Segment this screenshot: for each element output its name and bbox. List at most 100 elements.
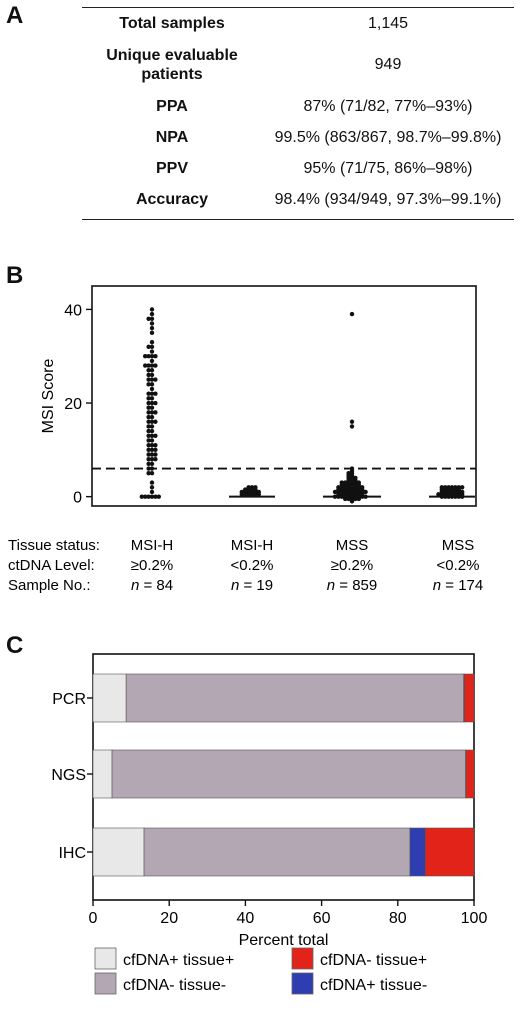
data-point: [146, 344, 151, 350]
legend-swatch: [291, 947, 314, 970]
msi-score-scatter-chart: 0 20 40 MSI Score Tissue status: ctDNA Level:…: [8, 285, 483, 594]
data-point: [146, 363, 151, 368]
data-point: [149, 396, 155, 401]
data-point: [356, 496, 361, 502]
table-row-key: NPA: [155, 129, 189, 146]
table-row-value: 98.4% (934/949, 97.3%–99.1%): [274, 190, 502, 208]
data-point: [149, 368, 155, 373]
group-sample-count: n = 19: [231, 577, 273, 594]
data-point: [149, 428, 155, 434]
data-point: [349, 311, 355, 317]
y-tick-label: 40: [64, 302, 82, 319]
data-point: [149, 442, 155, 448]
table-row: Unique evaluable patients 949: [82, 39, 514, 91]
data-point: [149, 485, 155, 490]
panel-b-label: B: [6, 262, 24, 289]
data-point: [153, 452, 158, 457]
data-point: [153, 442, 158, 448]
legend-swatch: [94, 972, 117, 995]
bar-segment: [409, 827, 426, 877]
panel-a-label: A: [6, 2, 24, 29]
data-point: [149, 447, 155, 453]
sample-n-symbol: n: [433, 577, 441, 594]
group-sample-count: n = 84: [131, 577, 173, 594]
data-point: [149, 325, 155, 331]
data-point: [146, 424, 151, 429]
data-point: [146, 428, 151, 434]
group-level-label: <0.2%: [437, 557, 480, 574]
data-point: [146, 372, 151, 378]
data-point: [146, 382, 151, 387]
results-table: Total samples 1,145 Unique evaluable patie…: [82, 8, 514, 215]
data-point: [149, 377, 155, 382]
bar-segment: [464, 673, 475, 723]
table-row: Total samples 1,145: [82, 8, 514, 39]
sample-n-symbol: n: [231, 577, 239, 594]
x-tick-label: 100: [461, 910, 488, 927]
data-point: [149, 316, 155, 321]
bar-segment: [143, 827, 411, 877]
x-axis-label: Percent total: [239, 932, 329, 949]
bar-segment: [465, 749, 475, 799]
legend-item: cfDNA- tissue-: [94, 972, 226, 995]
category-label: PCR: [52, 691, 86, 708]
x-tick-label: 40: [237, 910, 255, 927]
data-point: [146, 368, 151, 373]
sample-n-symbol: n: [327, 577, 335, 594]
table-row-value: 949: [374, 56, 402, 73]
data-point: [146, 433, 151, 438]
table-row-value: 95% (71/75, 86%–98%): [303, 159, 473, 177]
bar-segment: [125, 673, 465, 723]
data-point: [153, 419, 158, 424]
data-point: [153, 494, 158, 499]
x-tick-label: 80: [389, 910, 407, 927]
data-point: [149, 311, 155, 317]
data-point: [143, 363, 148, 368]
data-point: [149, 494, 155, 499]
data-point: [249, 492, 255, 497]
table-row-key: Unique evaluable patients: [106, 47, 238, 83]
legend-label: cfDNA- tissue-: [123, 977, 226, 994]
plot-frame: [91, 285, 477, 507]
data-point: [153, 410, 158, 415]
data-point: [149, 386, 155, 392]
group-level-label: ≥0.2%: [331, 557, 373, 574]
data-point: [146, 447, 151, 453]
data-point: [146, 410, 151, 415]
sample-n-value: = 84: [139, 577, 173, 594]
group-tissue-label: MSS: [336, 537, 369, 554]
legend-label: cfDNA+ tissue+: [123, 952, 234, 969]
data-point: [146, 391, 151, 396]
data-point: [146, 466, 151, 471]
data-point: [436, 492, 441, 497]
data-point: [153, 391, 158, 396]
data-point: [149, 410, 155, 415]
x-tick-label: 20: [160, 910, 178, 927]
data-point: [349, 419, 355, 424]
data-point: [149, 344, 155, 350]
group-level-label: ≥0.2%: [131, 557, 173, 574]
table-row-key: PPV: [155, 160, 188, 177]
data-point: [146, 414, 151, 420]
legend-swatch: [291, 972, 314, 995]
data-point: [460, 485, 465, 490]
data-point: [149, 461, 155, 467]
data-point: [146, 452, 151, 457]
table-row: NPA 99.5% (863/867, 98.7%–99.8%): [82, 122, 514, 153]
x-tick-label: 60: [313, 910, 331, 927]
category-label: IHC: [58, 845, 86, 862]
data-point: [149, 372, 155, 378]
group-sample-count: n = 174: [433, 577, 483, 594]
data-point: [146, 400, 151, 406]
data-point: [253, 492, 258, 497]
data-point: [149, 330, 155, 336]
legend-item: cfDNA+ tissue-: [291, 972, 427, 995]
data-point: [149, 456, 155, 462]
data-point: [149, 349, 155, 354]
data-point: [153, 354, 158, 359]
data-point: [143, 354, 148, 359]
panel-c-label: C: [6, 632, 24, 659]
data-point: [146, 354, 151, 359]
data-point: [146, 494, 151, 499]
data-point: [146, 405, 151, 410]
